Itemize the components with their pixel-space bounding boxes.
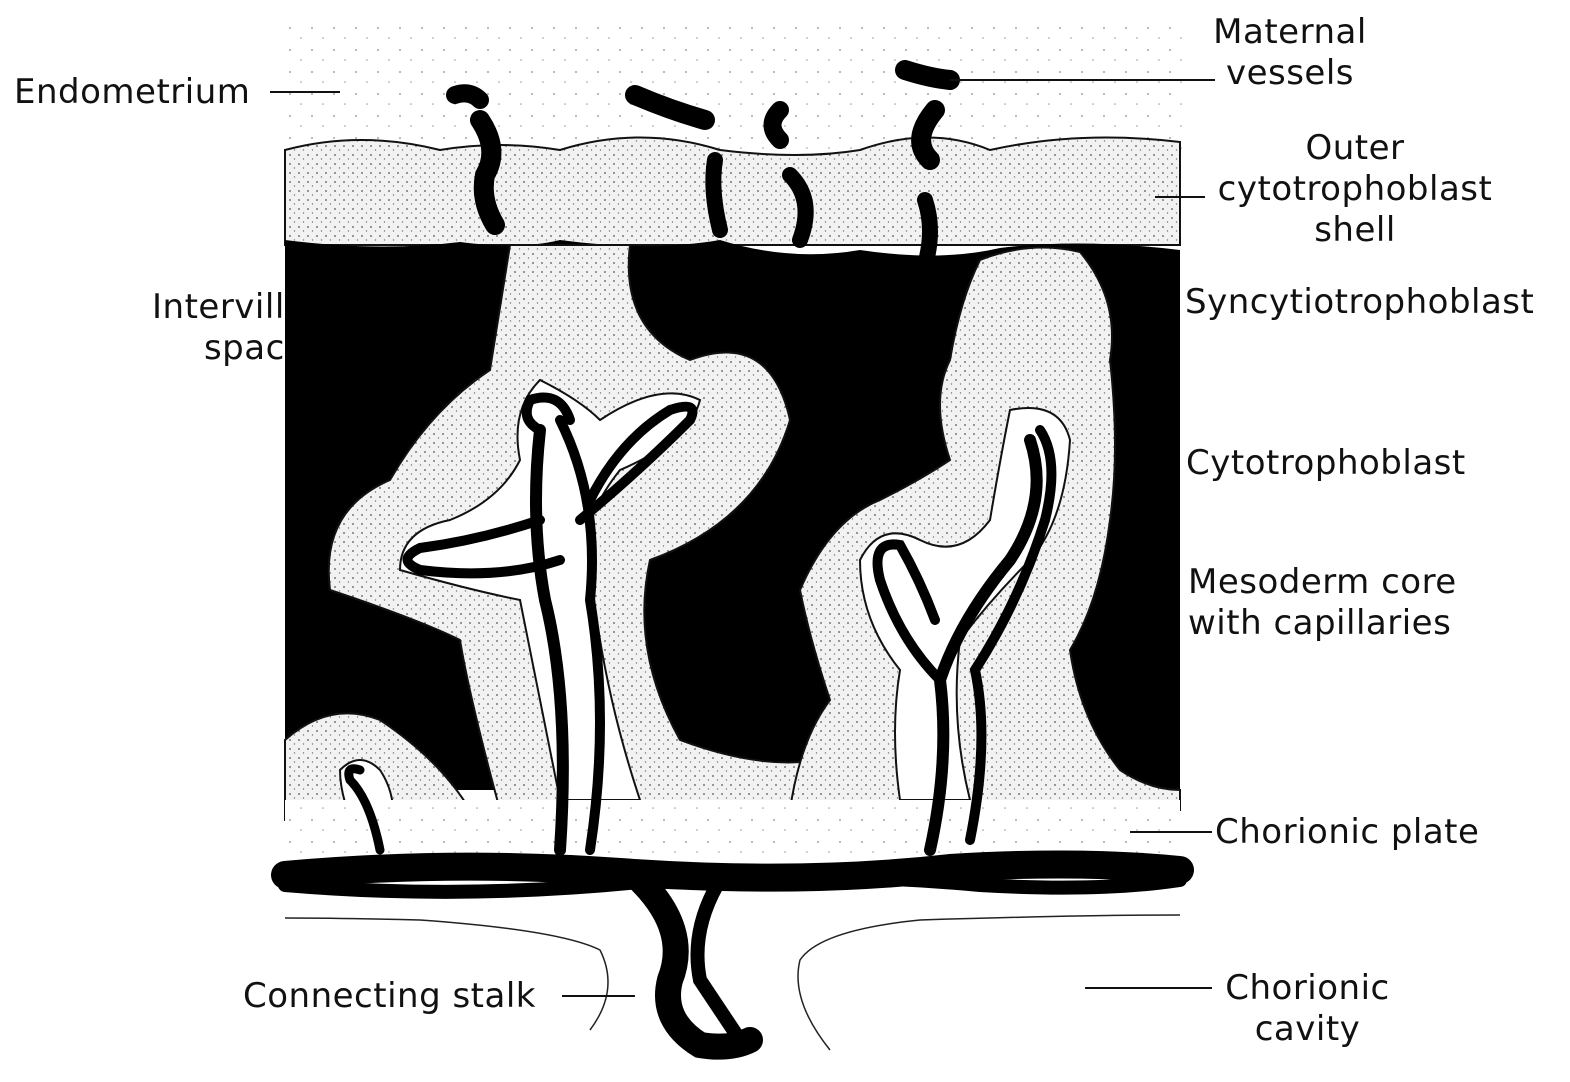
label-mesoderm-line2: with capillaries bbox=[1188, 602, 1452, 643]
endometrium-region bbox=[285, 20, 1185, 150]
label-outer-shell-line1: Outer bbox=[1305, 128, 1405, 168]
label-mask bbox=[1150, 270, 1180, 330]
label-mesoderm-line1: Mesoderm core bbox=[1188, 562, 1457, 602]
label-outer-cytotrophoblast-shell: Outer cytotrophoblast shell bbox=[1205, 128, 1505, 250]
chorionic-plate-region bbox=[285, 800, 1180, 860]
leader-lines bbox=[270, 79, 1215, 997]
label-intervillous-line1: Intervill bbox=[152, 287, 285, 327]
label-chorionic-cavity: Chorionic cavity bbox=[1210, 968, 1405, 1050]
chorionic-plate-vessels bbox=[271, 850, 1194, 1060]
outer-cytotrophoblast-shell bbox=[284, 136, 1181, 246]
label-cytotrophoblast: Cytotrophoblast bbox=[1186, 443, 1466, 483]
label-connecting-stalk: Connecting stalk bbox=[243, 976, 536, 1016]
label-mesoderm-core: Mesoderm core with capillaries bbox=[1188, 562, 1457, 644]
label-intervillous-line2: spac bbox=[203, 327, 285, 368]
label-outer-shell-line3: shell bbox=[1314, 209, 1396, 250]
villus-capillaries bbox=[344, 392, 1057, 856]
label-maternal-vessels-line2: vessels bbox=[1225, 52, 1355, 93]
label-maternal-vessels-line1: Maternal bbox=[1213, 12, 1367, 52]
label-outer-shell-line2: cytotrophoblast bbox=[1217, 168, 1493, 209]
label-intervillous-space: Intervill spac bbox=[152, 287, 285, 369]
label-endometrium: Endometrium bbox=[14, 72, 251, 112]
label-maternal-vessels: Maternal vessels bbox=[1200, 12, 1380, 94]
label-chorionic-cavity-line1: Chorionic bbox=[1225, 968, 1390, 1008]
maternal-vessels bbox=[446, 60, 960, 273]
label-syncytiotrophoblast: Syncytiotrophoblast bbox=[1185, 282, 1535, 322]
connecting-stalk-outline bbox=[284, 914, 1181, 1051]
label-chorionic-plate: Chorionic plate bbox=[1215, 812, 1480, 852]
villus-right-core bbox=[858, 407, 1072, 801]
label-chorionic-cavity-line2: cavity bbox=[1254, 1008, 1361, 1049]
